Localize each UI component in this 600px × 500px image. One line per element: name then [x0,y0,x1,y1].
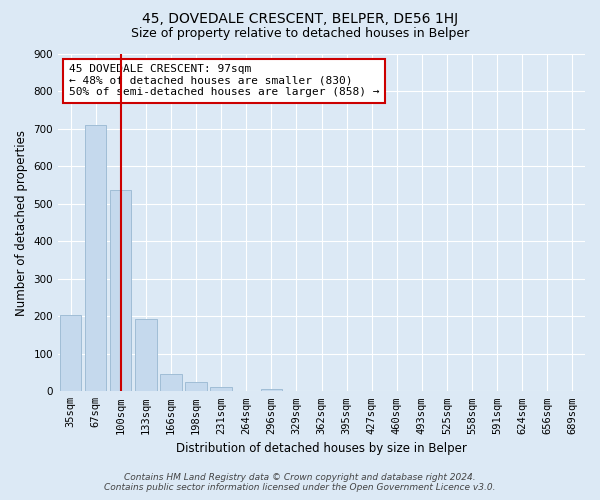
Bar [135,319,157,392]
Bar [160,374,182,392]
Text: Contains HM Land Registry data © Crown copyright and database right 2024.
Contai: Contains HM Land Registry data © Crown c… [104,473,496,492]
Bar [110,190,131,392]
Text: Size of property relative to detached houses in Belper: Size of property relative to detached ho… [131,28,469,40]
Bar [60,315,81,392]
Bar [260,390,282,392]
Bar [211,387,232,392]
Y-axis label: Number of detached properties: Number of detached properties [15,130,28,316]
Bar [85,125,106,392]
Text: 45, DOVEDALE CRESCENT, BELPER, DE56 1HJ: 45, DOVEDALE CRESCENT, BELPER, DE56 1HJ [142,12,458,26]
Bar [185,382,207,392]
X-axis label: Distribution of detached houses by size in Belper: Distribution of detached houses by size … [176,442,467,455]
Text: 45 DOVEDALE CRESCENT: 97sqm
← 48% of detached houses are smaller (830)
50% of se: 45 DOVEDALE CRESCENT: 97sqm ← 48% of det… [68,64,379,98]
